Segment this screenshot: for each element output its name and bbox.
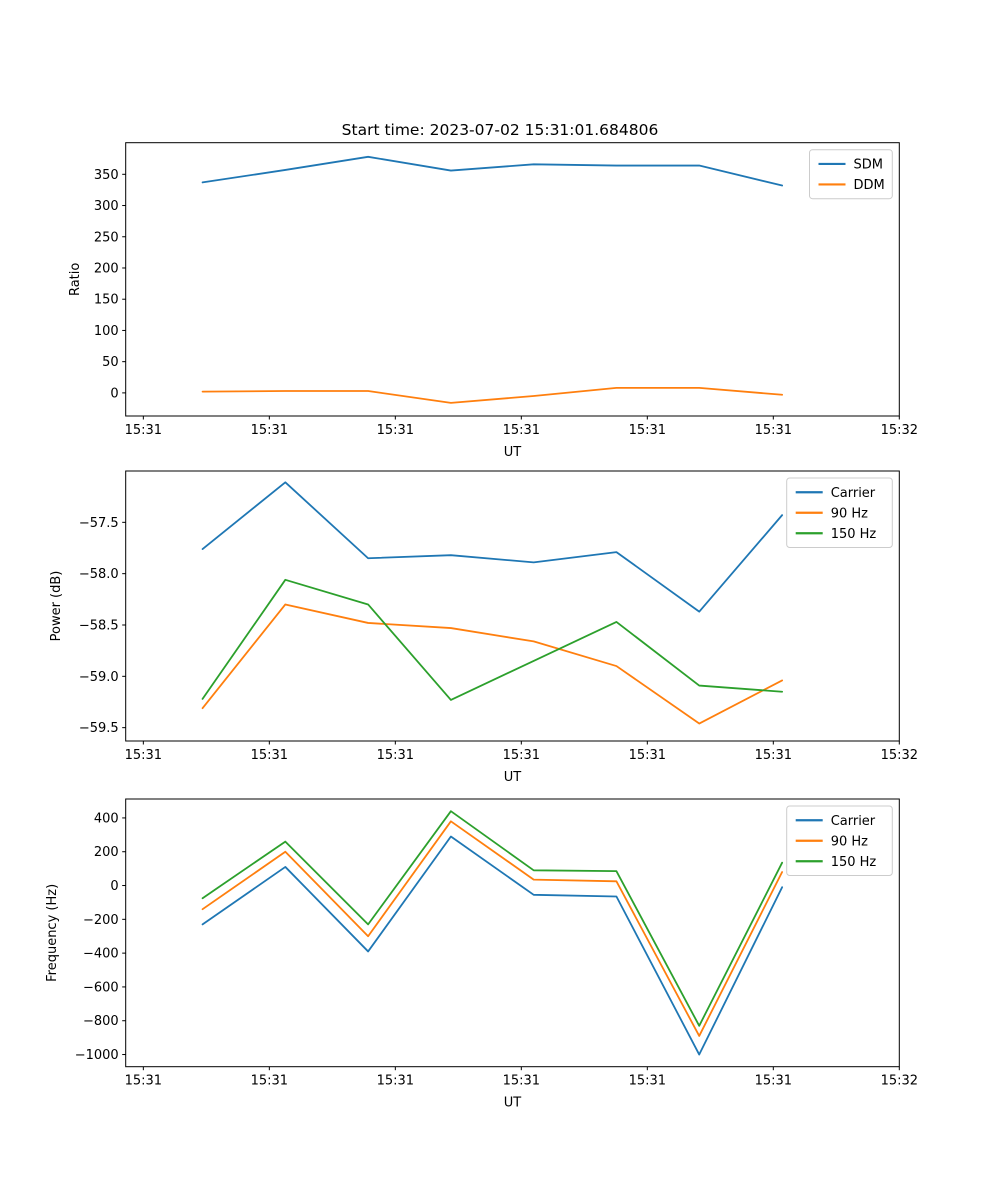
y-tick-label: 100: [94, 324, 119, 339]
chart-1: 15:31 15:31 15:31 15:31 15:31 15:31 15:32 0 50 10…: [68, 142, 918, 460]
x-tick-label: 15:31: [377, 748, 414, 763]
legend: Carrier 90 Hz 150 Hz: [786, 805, 893, 876]
series-line-90-hz: [201, 820, 784, 1037]
x-tick-label: 15:31: [629, 748, 666, 763]
y-axis-label: Frequency (Hz): [45, 884, 60, 982]
y-tick-label: −200: [83, 913, 119, 928]
x-tick-label: 15:31: [629, 1074, 666, 1089]
series-line-carrier: [201, 835, 784, 1056]
y-tick-label: 50: [102, 355, 119, 370]
figure-title: Start time: 2023-07-02 15:31:01.684806: [341, 121, 659, 139]
x-tick-label: 15:32: [881, 423, 918, 438]
x-axis-label: UT: [504, 445, 522, 460]
x-tick-label: 15:31: [755, 423, 792, 438]
x-tick-label: 15:31: [629, 423, 666, 438]
x-tick-label: 15:31: [251, 748, 288, 763]
legend-label: Carrier: [831, 814, 876, 829]
x-tick-label: 15:31: [503, 1074, 540, 1089]
x-axis-label: UT: [504, 1096, 522, 1111]
x-tick-label: 15:32: [881, 748, 918, 763]
y-tick-label: −800: [83, 1014, 119, 1029]
x-tick-label: 15:31: [125, 423, 162, 438]
plot-area: [125, 470, 900, 742]
legend-label: DDM: [854, 178, 885, 193]
plot-area: [125, 798, 900, 1068]
x-tick-label: 15:31: [251, 1074, 288, 1089]
legend-box: [809, 149, 893, 200]
x-tick-label: 15:31: [377, 1074, 414, 1089]
legend-label: 150 Hz: [831, 527, 877, 542]
series-line-90-hz: [201, 603, 784, 725]
y-tick-label: 0: [110, 879, 118, 894]
y-tick-label: −59.5: [79, 721, 119, 736]
y-tick-label: 300: [94, 199, 119, 214]
x-axis-label: UT: [504, 770, 522, 785]
x-tick-label: 15:31: [125, 1074, 162, 1089]
x-tick-label: 15:31: [503, 423, 540, 438]
y-tick-label: 150: [94, 293, 119, 308]
legend: SDM DDM: [809, 149, 893, 200]
legend-label: Carrier: [831, 486, 876, 501]
series-line-150-hz: [201, 578, 784, 701]
y-tick-label: −59.0: [79, 670, 119, 685]
legend-label: SDM: [854, 157, 883, 172]
y-tick-label: 350: [94, 168, 119, 183]
plot-area: [125, 142, 900, 417]
y-axis-label: Ratio: [68, 263, 83, 296]
series-line-carrier: [201, 481, 784, 613]
y-tick-label: −1000: [75, 1048, 119, 1063]
legend-label: 90 Hz: [831, 506, 868, 521]
x-tick-label: 15:31: [755, 1074, 792, 1089]
y-tick-label: −600: [83, 980, 119, 995]
chart-3: 15:31 15:31 15:31 15:31 15:31 15:31 15:32 −1000…: [45, 798, 918, 1111]
series-line-150-hz: [201, 810, 784, 1027]
y-axis-label: Power (dB): [49, 571, 64, 642]
y-tick-label: 400: [94, 811, 119, 826]
y-tick-label: −57.5: [79, 516, 119, 531]
y-tick-label: −400: [83, 947, 119, 962]
y-tick-label: 0: [110, 386, 118, 401]
series-line-sdm: [201, 155, 784, 187]
x-tick-label: 15:31: [125, 748, 162, 763]
legend-label: 150 Hz: [831, 855, 877, 870]
y-tick-label: −58.5: [79, 618, 119, 633]
series-line-ddm: [201, 386, 784, 404]
legend-box: [786, 805, 893, 876]
legend-box: [786, 477, 893, 548]
x-tick-label: 15:31: [377, 423, 414, 438]
x-tick-label: 15:31: [755, 748, 792, 763]
y-tick-label: −58.0: [79, 567, 119, 582]
y-tick-label: 250: [94, 230, 119, 245]
x-tick-label: 15:32: [881, 1074, 918, 1089]
x-tick-label: 15:31: [503, 748, 540, 763]
chart-2: 15:31 15:31 15:31 15:31 15:31 15:31 15:32 −59.5…: [49, 470, 918, 785]
legend: Carrier 90 Hz 150 Hz: [786, 477, 893, 548]
y-tick-label: 200: [94, 261, 119, 276]
x-tick-label: 15:31: [251, 423, 288, 438]
y-tick-label: 200: [94, 845, 119, 860]
legend-label: 90 Hz: [831, 834, 868, 849]
